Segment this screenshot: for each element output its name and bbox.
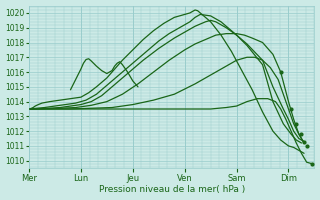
X-axis label: Pression niveau de la mer( hPa ): Pression niveau de la mer( hPa ) [99,185,245,194]
